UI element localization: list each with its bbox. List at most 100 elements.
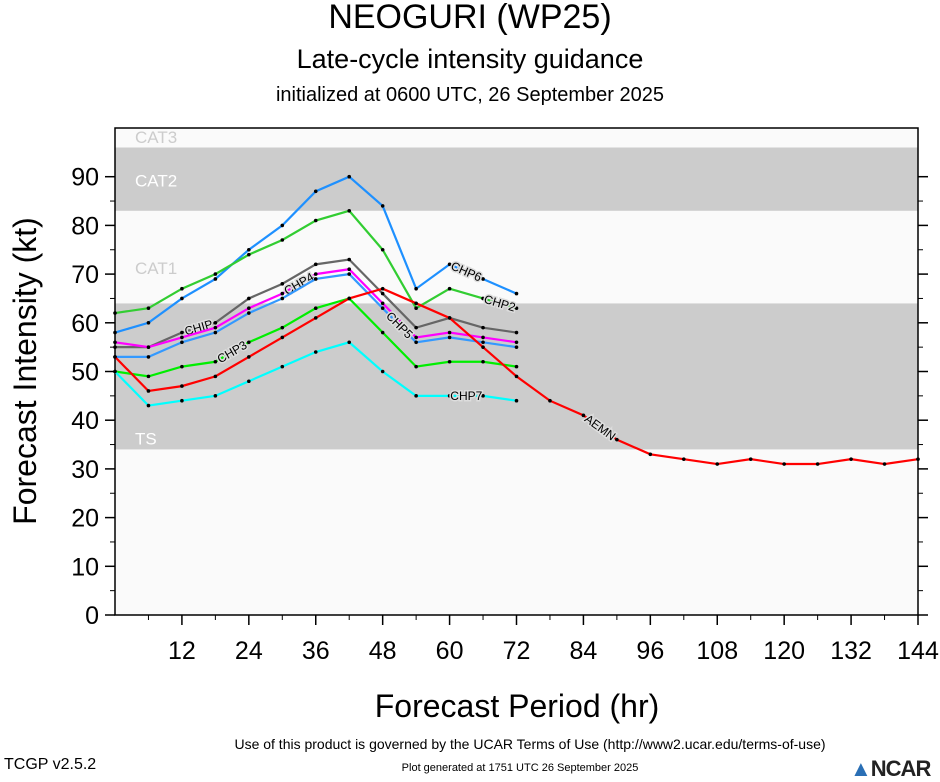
x-tick-label: 96 [636, 637, 664, 665]
data-point [247, 247, 251, 252]
data-point [514, 340, 519, 345]
data-point [347, 340, 352, 345]
data-point [313, 262, 318, 267]
data-point [113, 311, 117, 315]
data-point [113, 345, 117, 349]
band-cat3 [115, 128, 918, 148]
data-point [414, 301, 418, 306]
data-point [681, 457, 686, 461]
data-point [347, 267, 352, 272]
data-point [247, 311, 251, 315]
data-point [380, 306, 385, 310]
data-point [514, 330, 519, 335]
data-point [615, 437, 619, 442]
ncar-logo-mark: ▲ [850, 756, 872, 781]
x-tick-label: 144 [897, 637, 939, 665]
data-point [514, 291, 519, 296]
data-point [313, 189, 318, 194]
data-point [280, 364, 285, 369]
data-point [380, 369, 385, 374]
data-point [648, 452, 653, 457]
version-label: TCGP v2.5.2 [4, 756, 97, 773]
data-point [548, 398, 552, 403]
data-point [481, 277, 485, 281]
data-point [146, 355, 151, 359]
data-point [113, 340, 117, 345]
data-point [146, 306, 151, 310]
data-point [481, 325, 485, 330]
x-tick-label: 36 [302, 637, 330, 665]
terms-footer: Use of this product is governed by the U… [234, 736, 826, 752]
y-tick-label: 20 [71, 505, 99, 533]
init-time: initialized at 0600 UTC, 26 September 20… [275, 84, 664, 106]
data-point [514, 398, 519, 403]
data-point [347, 208, 352, 213]
data-point [313, 277, 318, 281]
data-point [247, 296, 251, 301]
data-point [882, 462, 887, 466]
data-point [247, 379, 251, 384]
data-point [380, 291, 385, 296]
x-tick-label: 132 [830, 637, 872, 665]
data-point [380, 247, 385, 252]
data-point [347, 272, 352, 276]
y-tick-label: 60 [71, 310, 99, 338]
data-point [481, 296, 485, 301]
data-point [180, 364, 184, 369]
data-point [447, 286, 452, 291]
data-point [849, 457, 853, 461]
data-point [447, 359, 452, 364]
data-point [481, 394, 485, 398]
data-point [213, 394, 218, 398]
ncar-logo: ▲NCAR [850, 756, 932, 782]
data-point [113, 330, 117, 335]
data-point [247, 340, 251, 345]
x-tick-label: 48 [369, 637, 397, 665]
data-point [347, 174, 352, 179]
data-point [180, 398, 184, 403]
data-point [447, 316, 452, 320]
data-point [347, 296, 352, 301]
data-point [414, 306, 418, 310]
data-point [180, 296, 184, 301]
series-label: CHP7 [450, 389, 482, 403]
y-tick-label: 90 [71, 164, 99, 192]
data-point [213, 321, 218, 325]
data-point [280, 291, 285, 296]
y-tick-label: 50 [71, 359, 99, 387]
data-point [447, 335, 452, 340]
data-point [280, 335, 285, 340]
data-point [280, 238, 285, 242]
data-point [380, 204, 385, 208]
data-point [213, 325, 218, 330]
data-point [748, 457, 753, 461]
band-label: CAT3 [135, 128, 177, 147]
data-point [247, 252, 251, 257]
data-point [481, 335, 485, 340]
generated-footer: Plot generated at 1751 UTC 26 September … [401, 762, 639, 774]
data-point [213, 277, 218, 281]
y-tick-label: 40 [71, 407, 99, 435]
data-point [113, 355, 117, 359]
band-label: CAT2 [135, 171, 177, 190]
data-point [447, 394, 452, 398]
data-point [280, 223, 285, 228]
data-point [514, 374, 519, 379]
data-point [414, 364, 418, 369]
data-point [180, 335, 184, 340]
x-axis-label: Forecast Period (hr) [375, 688, 660, 724]
x-tick-label: 24 [235, 637, 263, 665]
data-point [380, 330, 385, 335]
data-point [180, 286, 184, 291]
band-cat1 [115, 210, 918, 304]
series-chp7: CHP7 [113, 340, 519, 408]
data-point [581, 413, 586, 418]
ncar-logo-text: NCAR [870, 756, 932, 781]
data-point [280, 282, 285, 286]
data-point [715, 462, 720, 466]
x-tick-label: 12 [168, 637, 196, 665]
data-point [313, 272, 318, 276]
y-tick-label: 30 [71, 456, 99, 484]
data-point [414, 335, 418, 340]
